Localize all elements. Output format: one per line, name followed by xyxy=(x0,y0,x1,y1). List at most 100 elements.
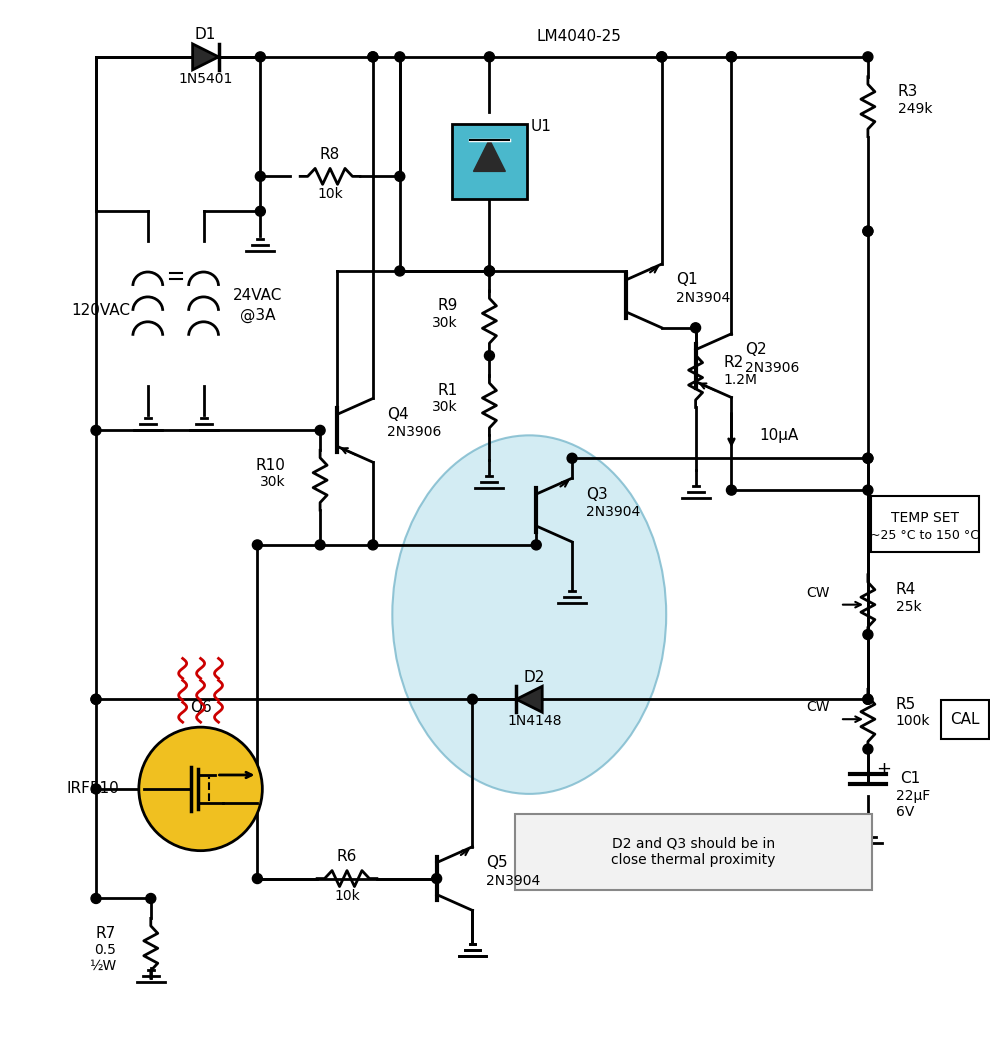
Text: 2N3904: 2N3904 xyxy=(487,874,541,887)
Text: Q2: Q2 xyxy=(746,342,767,357)
Circle shape xyxy=(395,52,405,61)
Circle shape xyxy=(727,485,737,495)
FancyBboxPatch shape xyxy=(871,496,979,552)
Circle shape xyxy=(727,52,737,61)
Text: R4: R4 xyxy=(896,582,917,597)
Text: CAL: CAL xyxy=(949,711,979,727)
Circle shape xyxy=(863,485,873,495)
Circle shape xyxy=(656,52,666,61)
Ellipse shape xyxy=(392,436,666,794)
Circle shape xyxy=(863,453,873,463)
Text: U1: U1 xyxy=(531,120,552,134)
Polygon shape xyxy=(193,44,218,70)
Text: D2 and Q3 should be in
close thermal proximity: D2 and Q3 should be in close thermal pro… xyxy=(612,836,776,866)
Text: 25k: 25k xyxy=(896,600,922,614)
Circle shape xyxy=(863,453,873,463)
Circle shape xyxy=(727,52,737,61)
Circle shape xyxy=(485,266,495,276)
Text: R3: R3 xyxy=(898,84,919,99)
Circle shape xyxy=(863,695,873,704)
Text: ~25 °C to 150 °C: ~25 °C to 150 °C xyxy=(870,529,979,543)
Text: CW: CW xyxy=(806,586,830,600)
Circle shape xyxy=(91,784,101,794)
Circle shape xyxy=(368,52,378,61)
Bar xyxy=(452,124,527,200)
Text: 0.5: 0.5 xyxy=(94,943,116,957)
Text: 1N4148: 1N4148 xyxy=(507,714,561,728)
Text: D1: D1 xyxy=(195,27,216,43)
Circle shape xyxy=(315,425,325,436)
Circle shape xyxy=(139,727,262,851)
Circle shape xyxy=(863,629,873,640)
Text: R2: R2 xyxy=(724,355,744,370)
Text: C1: C1 xyxy=(900,772,921,786)
Circle shape xyxy=(91,425,101,436)
Circle shape xyxy=(368,52,378,61)
Text: R6: R6 xyxy=(337,849,357,864)
Circle shape xyxy=(656,52,666,61)
Text: R1: R1 xyxy=(437,383,458,398)
Circle shape xyxy=(863,695,873,704)
Circle shape xyxy=(252,874,262,884)
Text: @3A: @3A xyxy=(239,308,275,323)
Circle shape xyxy=(485,266,495,276)
Text: 24VAC: 24VAC xyxy=(232,288,282,304)
Text: R7: R7 xyxy=(95,926,116,941)
Circle shape xyxy=(863,52,873,61)
Circle shape xyxy=(255,206,265,216)
Circle shape xyxy=(432,874,442,884)
Circle shape xyxy=(255,172,265,181)
Text: 30k: 30k xyxy=(432,316,458,330)
FancyBboxPatch shape xyxy=(515,814,872,889)
Circle shape xyxy=(395,172,405,181)
Text: 2N3904: 2N3904 xyxy=(675,291,730,305)
Text: ½W: ½W xyxy=(88,959,116,973)
Text: Q3: Q3 xyxy=(586,487,608,501)
Circle shape xyxy=(863,226,873,236)
Text: 249k: 249k xyxy=(898,102,932,115)
Text: 120VAC: 120VAC xyxy=(71,304,130,318)
Text: 10μA: 10μA xyxy=(760,427,798,443)
Text: 22μF: 22μF xyxy=(896,789,930,803)
Text: Q6: Q6 xyxy=(190,700,212,714)
Text: R9: R9 xyxy=(437,298,458,313)
Circle shape xyxy=(485,52,495,61)
Text: 1.2M: 1.2M xyxy=(724,372,758,387)
Circle shape xyxy=(567,453,577,463)
Text: 2N3904: 2N3904 xyxy=(586,505,640,519)
Text: 100k: 100k xyxy=(896,714,930,728)
Circle shape xyxy=(252,540,262,550)
Circle shape xyxy=(485,266,495,276)
Circle shape xyxy=(468,695,478,704)
Text: CW: CW xyxy=(806,700,830,714)
Circle shape xyxy=(91,695,101,704)
Text: D2: D2 xyxy=(523,670,545,685)
Text: +: + xyxy=(876,760,891,778)
Text: 6V: 6V xyxy=(896,805,915,818)
Text: Q1: Q1 xyxy=(675,272,697,287)
Text: 10k: 10k xyxy=(317,187,343,202)
Text: R10: R10 xyxy=(255,458,285,473)
Text: Q4: Q4 xyxy=(387,407,408,422)
Circle shape xyxy=(485,350,495,361)
Text: LM4040-25: LM4040-25 xyxy=(536,29,622,45)
Circle shape xyxy=(368,540,378,550)
Text: 30k: 30k xyxy=(432,400,458,415)
Circle shape xyxy=(91,893,101,904)
Text: 10k: 10k xyxy=(334,889,359,904)
Text: TEMP SET: TEMP SET xyxy=(891,511,958,525)
Polygon shape xyxy=(516,686,542,712)
FancyBboxPatch shape xyxy=(940,700,989,739)
Circle shape xyxy=(531,540,541,550)
Circle shape xyxy=(395,266,405,276)
Text: 1N5401: 1N5401 xyxy=(179,72,232,85)
Circle shape xyxy=(255,52,265,61)
Text: 2N3906: 2N3906 xyxy=(387,425,441,439)
Text: R8: R8 xyxy=(320,147,341,162)
Circle shape xyxy=(91,695,101,704)
Circle shape xyxy=(146,893,156,904)
Text: 30k: 30k xyxy=(259,475,285,489)
Circle shape xyxy=(863,226,873,236)
Circle shape xyxy=(863,744,873,754)
Text: 2N3906: 2N3906 xyxy=(746,361,799,374)
